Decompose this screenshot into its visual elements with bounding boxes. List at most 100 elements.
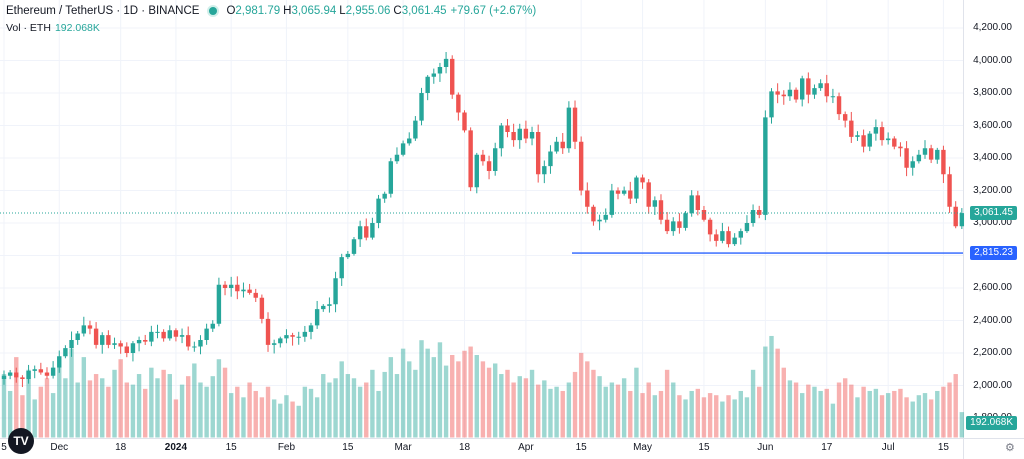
candle <box>640 177 645 183</box>
candle <box>781 94 786 97</box>
candle <box>941 149 946 175</box>
symbol-title[interactable]: Ethereum / TetherUS · 1D · BINANCE <box>6 5 200 17</box>
candle <box>93 328 99 345</box>
candle <box>210 323 215 329</box>
volume-bar <box>394 374 400 438</box>
volume-bar <box>535 384 541 438</box>
candle <box>407 138 412 144</box>
volume-bar <box>529 369 535 438</box>
candle <box>548 151 553 167</box>
candle <box>321 305 326 310</box>
candle <box>468 130 473 188</box>
volume-bar <box>511 382 516 438</box>
candle <box>228 284 234 288</box>
volume-bar <box>486 367 492 438</box>
candle <box>572 107 578 142</box>
candle <box>646 182 651 207</box>
candle <box>69 340 74 349</box>
candle <box>192 346 197 348</box>
candle <box>290 335 295 337</box>
candle <box>50 367 56 376</box>
volume-bar <box>879 395 885 438</box>
volume-bar <box>855 397 860 438</box>
volume-bar <box>413 369 418 438</box>
x-tick-label: 18 <box>458 442 471 453</box>
y-tick-label: 2,400.00 <box>973 314 1012 326</box>
volume-bar <box>222 367 228 438</box>
candle <box>456 94 461 113</box>
candle <box>278 338 283 344</box>
candle <box>683 213 688 228</box>
volume-bar <box>904 397 909 438</box>
y-tick-label: 4,200.00 <box>973 22 1012 33</box>
volume-bar <box>892 390 897 438</box>
candle <box>615 190 621 194</box>
volume-bar <box>542 380 547 438</box>
candle <box>443 58 449 67</box>
y-tick-label: 3,400.00 <box>973 152 1012 163</box>
candle <box>376 198 381 223</box>
candle <box>271 343 277 345</box>
volume-bar <box>824 388 829 438</box>
candle <box>763 117 768 215</box>
candle <box>885 138 891 141</box>
volume-bar <box>818 390 823 438</box>
volume-bar <box>861 386 866 438</box>
candle <box>664 219 670 232</box>
volume-bar <box>806 384 811 438</box>
horizontal-line-tag[interactable]: 2,815.23 <box>970 246 1017 261</box>
last-price-tag: 3,061.45 <box>970 206 1017 220</box>
volume-bar <box>548 388 553 438</box>
volume-bar <box>259 397 265 438</box>
volume-bar <box>75 382 80 438</box>
candle <box>32 369 37 371</box>
volume-bar <box>701 397 707 438</box>
gear-icon[interactable]: ⚙ <box>1005 442 1015 454</box>
candle <box>744 223 750 232</box>
candle <box>173 330 179 337</box>
candle <box>910 161 915 168</box>
candle <box>677 221 682 228</box>
volume-bar <box>885 393 891 438</box>
candle <box>898 146 903 149</box>
candle <box>143 340 148 342</box>
volume-bar <box>726 395 731 438</box>
tradingview-logo[interactable]: TV <box>8 428 34 454</box>
volume-bar <box>615 384 621 438</box>
candle <box>542 166 547 175</box>
volume-label[interactable]: Vol · ETH <box>6 22 51 34</box>
volume-bar <box>357 386 363 438</box>
candle <box>425 76 430 93</box>
volume-bar <box>241 397 246 438</box>
candle <box>621 190 627 194</box>
volume-bar <box>431 357 436 438</box>
x-tick-label: Jul <box>881 442 895 453</box>
volume-bar <box>585 361 590 438</box>
volume-bar <box>87 380 93 438</box>
candle <box>124 346 129 353</box>
candle <box>480 154 486 162</box>
y-tick-label: 2,000.00 <box>973 379 1012 391</box>
candle <box>75 333 80 340</box>
candle <box>26 370 31 379</box>
volume-bar <box>296 405 301 438</box>
candle <box>726 231 731 245</box>
volume-bar <box>63 378 68 438</box>
volume-bar <box>769 335 774 438</box>
candle <box>265 318 271 345</box>
candle <box>935 149 940 160</box>
volume-bar <box>186 376 191 438</box>
volume-bar <box>161 369 166 438</box>
candle <box>523 128 529 139</box>
volume-bar <box>609 382 615 438</box>
volume-bar <box>787 380 793 438</box>
volume-bar <box>179 384 185 438</box>
chart-legend: Ethereum / TetherUS · 1D · BINANCE O 2,98… <box>6 5 536 17</box>
candle <box>161 331 166 339</box>
volume-bar <box>425 348 430 438</box>
candle <box>867 133 872 147</box>
candle <box>818 83 823 89</box>
volume-bar <box>468 346 473 438</box>
volume-bar <box>247 382 252 438</box>
